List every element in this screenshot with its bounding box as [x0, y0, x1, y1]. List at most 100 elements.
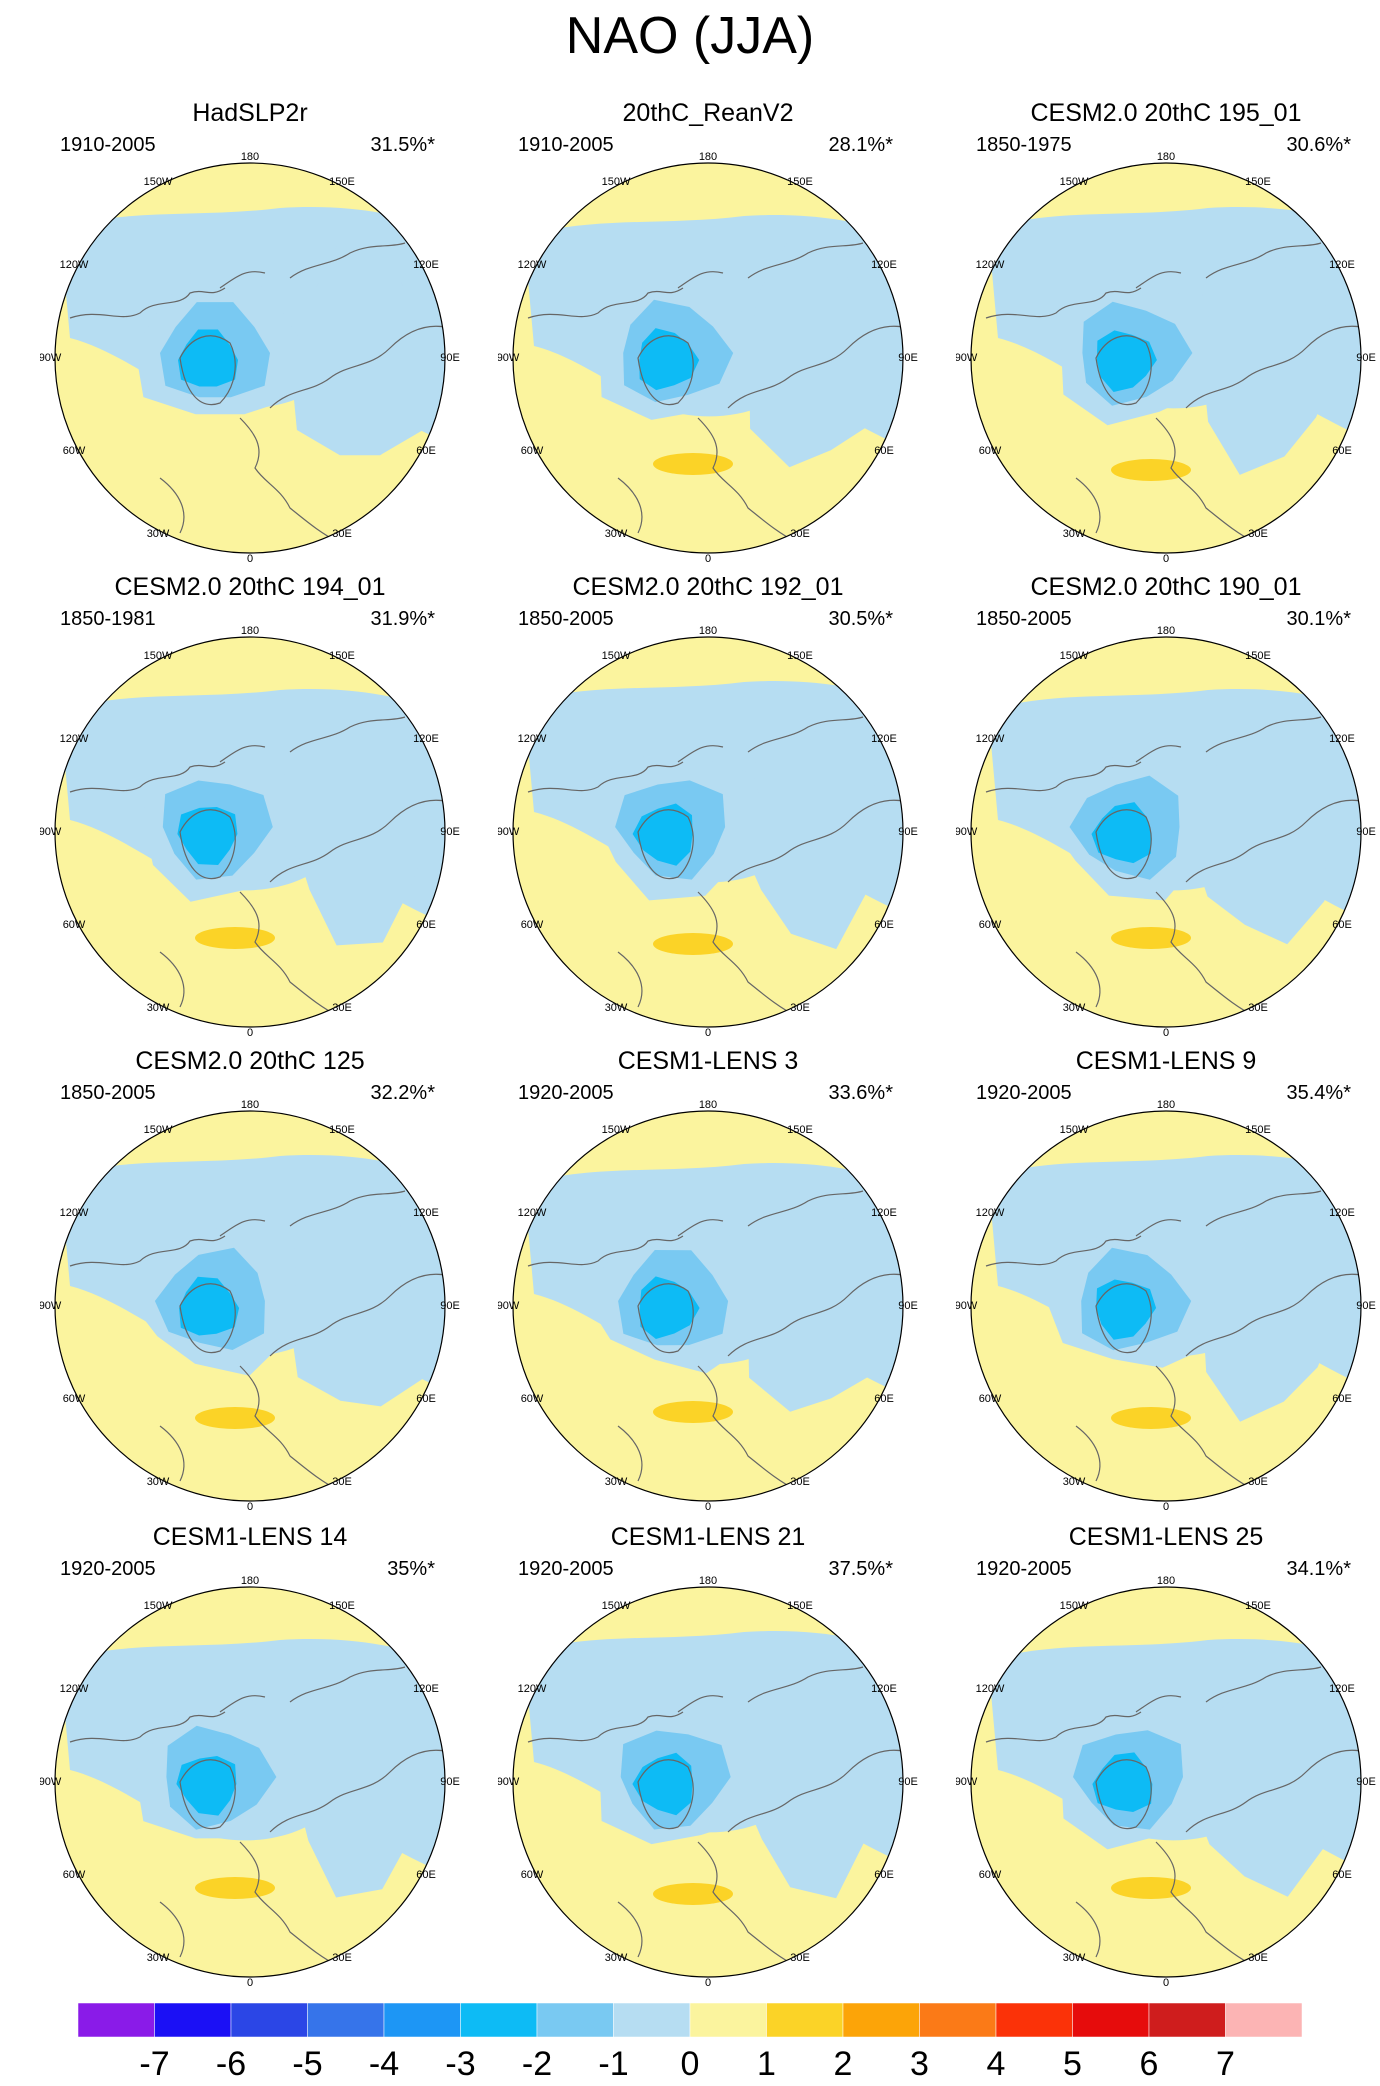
polar-map: 180 150W 150E 120W 120E 90W 90E 60W 60E 30W 30E 0	[956, 151, 1376, 565]
lon-label: 150E	[787, 650, 813, 662]
lon-label: 90W	[40, 1300, 62, 1312]
lon-label: 120E	[1329, 1683, 1355, 1695]
polar-map: 180 150W 150E 120W 120E 90W 90E 60W 60E 30W 30E 0	[956, 625, 1376, 1039]
colorbar-box	[995, 2003, 1073, 2038]
lon-label: 150E	[1245, 176, 1271, 188]
lon-label: 90W	[956, 1300, 978, 1312]
azores-high	[1111, 927, 1191, 949]
colorbar-box	[766, 2003, 844, 2038]
panel-title: 20thC_ReanV2	[622, 99, 794, 127]
panel-period: 1850-2005	[60, 1082, 156, 1104]
lon-label: 120E	[1329, 259, 1355, 271]
negative-lobe	[1202, 1192, 1343, 1422]
lon-label: 180	[1157, 625, 1175, 637]
lon-label: 0	[1163, 553, 1169, 565]
negative-lobe	[290, 246, 430, 456]
lon-label: 60W	[63, 1869, 86, 1881]
coastlines	[527, 716, 903, 1018]
colorbar-box	[842, 2003, 920, 2038]
map-panel: CESM1-LENS 3 1920-2005 33.6%* 180 150W 150E 12…	[478, 1046, 938, 1516]
panel-variance: 35%*	[387, 1558, 435, 1580]
panel-title: CESM2.0 20thC 194_01	[114, 573, 386, 601]
lon-label: 180	[699, 1575, 717, 1587]
colorbar-tick-label: 0	[681, 2045, 700, 2083]
lon-label: 60E	[1332, 1869, 1352, 1881]
colorbar: -7 -6 -5 -4 -3 -2 -1 0 1 2 3 4 5 6 7	[78, 2003, 1303, 2083]
colorbar-box	[1072, 2003, 1150, 2038]
colorbar-box	[383, 2003, 461, 2038]
lon-label: 90E	[1356, 1300, 1376, 1312]
lon-label: 30W	[147, 1002, 170, 1014]
greenland-low-core	[1096, 1279, 1157, 1340]
panel-variance: 31.9%*	[370, 608, 436, 630]
map-border	[54, 1110, 446, 1502]
panel-title: CESM2.0 20thC 190_01	[1030, 573, 1302, 601]
lon-label: 120E	[871, 259, 897, 271]
lon-label: 120W	[976, 259, 1005, 271]
lon-label: 60E	[416, 1393, 436, 1405]
lon-label: 0	[247, 1027, 253, 1039]
lon-label: 30W	[605, 528, 628, 540]
greenland-low-core	[639, 328, 700, 391]
lon-label: 0	[247, 1501, 253, 1513]
panel-title: CESM1-LENS 21	[610, 1523, 806, 1551]
lon-label: 0	[705, 1977, 711, 1989]
lon-label: 60E	[1332, 1393, 1352, 1405]
lon-label: 120E	[413, 259, 439, 271]
colorbar-tick-label: -1	[598, 2045, 628, 2083]
panel-period: 1850-1975	[976, 134, 1072, 156]
lon-label: 90E	[1356, 826, 1376, 838]
greenland-low-core	[1096, 330, 1157, 392]
panel-variance: 37.5%*	[828, 1558, 894, 1580]
map-border	[512, 162, 904, 554]
lon-label: 30E	[790, 1476, 810, 1488]
lon-label: 150E	[787, 1124, 813, 1136]
lon-label: 120W	[60, 259, 89, 271]
panel-title: CESM1-LENS 3	[617, 1047, 799, 1075]
polar-map: 180 150W 150E 120W 120E 90W 90E 60W 60E 30W 30E 0	[956, 1575, 1376, 1989]
lon-label: 120W	[976, 1207, 1005, 1219]
map-panel: CESM2.0 20thC 194_01 1850-1981 31.9%* 180 15…	[20, 572, 480, 1042]
lon-label: 0	[705, 1027, 711, 1039]
lon-label: 30E	[790, 1952, 810, 1964]
lon-label: 60W	[979, 1393, 1002, 1405]
lon-label: 120E	[871, 1207, 897, 1219]
colorbar-tick-label: -3	[445, 2045, 475, 2083]
panel-variance: 32.2%*	[370, 1082, 436, 1104]
lon-label: 30W	[605, 1476, 628, 1488]
lon-label: 150E	[787, 1600, 813, 1612]
coastlines	[69, 242, 445, 544]
negative-lobe	[747, 1189, 888, 1412]
map-panel: CESM2.0 20thC 190_01 1850-2005 30.1%* 180 15…	[936, 572, 1380, 1042]
greenland-low-core	[179, 1276, 240, 1336]
lon-label: 90E	[898, 826, 918, 838]
coastlines	[69, 1190, 445, 1492]
lon-label: 90E	[1356, 1776, 1376, 1788]
panel-variance: 33.6%*	[828, 1082, 894, 1104]
lon-label: 120W	[60, 733, 89, 745]
coastlines	[985, 716, 1361, 1018]
lon-label: 60E	[416, 445, 436, 457]
panel-period: 1850-1981	[60, 608, 156, 630]
lon-label: 30W	[1063, 528, 1086, 540]
lon-label: 120W	[976, 733, 1005, 745]
map-panel: CESM1-LENS 9 1920-2005 35.4%* 180 150W 150E 12…	[936, 1046, 1380, 1516]
map-panel: HadSLP2r 1910-2005 31.5%* 180 150W 150E 120W 12…	[20, 98, 480, 568]
lon-label: 30E	[332, 1476, 352, 1488]
lon-label: 30W	[1063, 1952, 1086, 1964]
polar-map: 180 150W 150E 120W 120E 90W 90E 60W 60E 30W 30E 0	[498, 151, 918, 565]
colorbar-tick-label: 4	[987, 2045, 1006, 2083]
lon-label: 90E	[440, 826, 460, 838]
map-border	[512, 636, 904, 1028]
lon-label: 30E	[1248, 528, 1268, 540]
lon-label: 150E	[329, 650, 355, 662]
lon-label: 0	[1163, 1977, 1169, 1989]
lon-label: 0	[1163, 1501, 1169, 1513]
negative-lobe	[1185, 715, 1326, 945]
lon-label: 60W	[63, 1393, 86, 1405]
lon-label: 90E	[898, 1776, 918, 1788]
panel-title: CESM2.0 20thC 195_01	[1030, 99, 1302, 127]
map-panel: CESM1-LENS 25 1920-2005 34.1%* 180 150W 150E 1…	[936, 1522, 1380, 1992]
azores-high	[653, 1401, 733, 1423]
lon-label: 120E	[413, 733, 439, 745]
